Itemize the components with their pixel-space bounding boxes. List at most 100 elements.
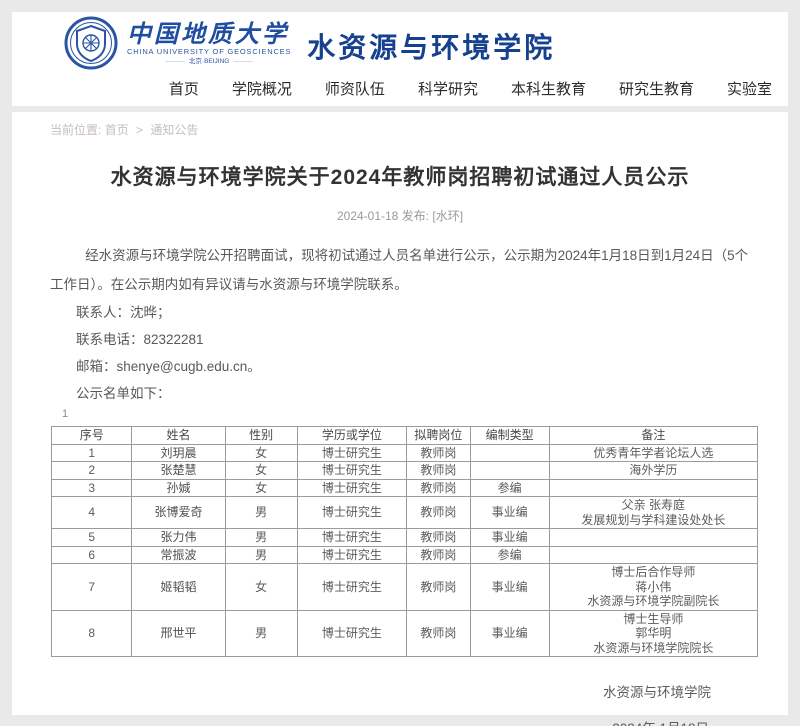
cell-name: 姬韬韬 [131,563,226,611]
candidate-table: 序号 姓名 性别 学历或学位 拟聘岗位 编制类型 备注 1 刘玥晨女博士研究生 教师岗 优秀青年学… [50,426,759,657]
cell-degree: 博士研究生 [296,545,408,564]
contact-phone: 联系电话：82322281 [76,332,204,347]
cell-name: 张力伟 [131,528,226,547]
table-row: 1 刘玥晨女博士研究生 教师岗 优秀青年学者论坛人选 [50,443,759,462]
nav-item-1[interactable]: 学院概况 [231,81,292,98]
list-intro: 公示名单如下： [76,386,171,401]
cell-no: 5 [50,528,133,547]
cell-name: 常振波 [131,545,226,564]
cell-type [469,443,550,462]
cell-degree: 博士研究生 [296,563,408,611]
cell-post: 教师岗 [406,528,471,547]
page: 中国地质大学 CHINA UNIVERSITY OF GEOSCIENCES 北… [0,12,800,726]
table-header-row: 序号 姓名 性别 学历或学位 拟聘岗位 编制类型 备注 [50,426,759,445]
cell-post: 教师岗 [406,461,471,480]
cell-post: 教师岗 [406,496,471,529]
table-row: 4 张博爱奇男博士研究生 教师岗 事业编 父亲 张寿庭 发展规划与学科建设处处长 [50,496,759,529]
breadcrumb-current-link[interactable]: 通知公告 [150,123,199,137]
article-title: 水资源与环境学院关于2024年教师岗招聘初试通过人员公示 [110,166,690,189]
cell-type: 参编 [469,545,550,564]
cell-post: 教师岗 [406,563,471,611]
cell-no: 8 [50,609,133,657]
logo-location: 北京·BEIJING [127,57,291,66]
table-row: 8 邢世平男博士研究生 教师岗 事业编 博士生导师 郭华明 水资源与环境学院院长 [50,609,759,657]
cell-gender: 女 [224,563,298,611]
breadcrumb-label: 当前位置: [50,123,102,137]
cell-no: 2 [50,461,133,480]
logo-cn-name: 中国地质大学 [127,18,289,48]
cell-post: 教师岗 [406,478,471,497]
cell-type: 事业编 [469,563,550,611]
breadcrumb-home-link[interactable]: 首页 [104,123,129,137]
cell-name: 张博爱奇 [131,496,226,529]
cell-note [548,528,759,547]
nav-item-4[interactable]: 本科生教育 [510,81,586,98]
cell-note [548,478,759,497]
table-row: 2 张楚慧女博士研究生 教师岗 海外学历 [50,461,759,480]
table-row: 3 孙娍女博士研究生 教师岗 参编 [50,478,759,497]
college-name: 水资源与环境学院 [307,32,556,63]
cell-type: 事业编 [469,609,550,657]
column-header-1: 姓名 [131,426,226,445]
cell-name: 刘玥晨 [131,443,226,462]
cell-type [469,461,550,480]
nav-item-5[interactable]: 研究生教育 [618,81,694,98]
cell-no: 6 [50,545,133,564]
main-nav: 首页 学院概况 师资队伍 科学研究 本科生教育 研究生教育 实验室 [169,78,772,99]
cell-no: 7 [50,563,133,611]
cell-gender: 男 [224,545,298,564]
cell-name: 张楚慧 [131,461,226,480]
column-header-0: 序号 [50,426,133,445]
contact-email: 邮箱：shenye@cugb.edu.cn。 [76,359,261,374]
cell-note: 海外学历 [548,461,759,480]
cell-degree: 博士研究生 [296,496,408,529]
cell-post: 教师岗 [406,609,471,657]
table-row: 7 姬韬韬女博士研究生 教师岗 事业编 博士后合作导师 蒋小伟 水资源与环境学院副院长 [50,563,759,611]
cell-gender: 女 [224,443,298,462]
column-header-3: 学历或学位 [296,426,408,445]
table-body: 1 刘玥晨女博士研究生 教师岗 优秀青年学者论坛人选 2 张楚慧女博士研究生 教师岗 海外学历… [50,443,759,657]
cell-name: 孙娍 [131,478,226,497]
cell-note: 父亲 张寿庭 发展规划与学科建设处处长 [548,496,759,529]
content-area: 当前位置: 首页 > 通知公告 水资源与环境学院关于2024年教师岗招聘初试通过… [12,112,788,726]
cell-degree: 博士研究生 [296,609,408,657]
university-emblem-icon [64,16,118,70]
cell-degree: 博士研究生 [296,528,408,547]
breadcrumb-separator: > [136,123,144,137]
cell-note: 博士后合作导师 蒋小伟 水资源与环境学院副院长 [548,563,759,611]
nav-item-2[interactable]: 师资队伍 [324,81,385,98]
cell-no: 1 [50,443,133,462]
logo-text-block: 中国地质大学 CHINA UNIVERSITY OF GEOSCIENCES 北… [127,18,292,66]
cell-degree: 博士研究生 [296,443,408,462]
cell-gender: 女 [224,478,298,497]
article-body: 经水资源与环境学院公开招聘面试，现将初试通过人员名单进行公示，公示期为2024年… [12,241,788,726]
nav-item-0[interactable]: 首页 [168,81,199,98]
nav-item-3[interactable]: 科学研究 [417,81,478,98]
announcement-paragraph: 经水资源与环境学院公开招聘面试，现将初试通过人员名单进行公示，公示期为2024年… [50,248,749,292]
cell-gender: 男 [224,496,298,529]
footer-signature: 水资源与环境学院 [603,685,711,700]
cell-no: 3 [50,478,133,497]
cell-post: 教师岗 [406,545,471,564]
logo-en-name: CHINA UNIVERSITY OF GEOSCIENCES [127,46,292,56]
nav-item-6[interactable]: 实验室 [726,81,772,98]
stray-mark: 1 [62,408,69,420]
cell-type: 事业编 [469,528,550,547]
cell-no: 4 [50,496,133,529]
cell-type: 事业编 [469,496,550,529]
article-meta: 2024-01-18 发布: [水环] [336,209,464,223]
university-logo[interactable]: 中国地质大学 CHINA UNIVERSITY OF GEOSCIENCES 北… [64,16,555,70]
cell-degree: 博士研究生 [296,461,408,480]
cell-note: 博士生导师 郭华明 水资源与环境学院院长 [548,609,759,657]
table-row: 6 常振波男博士研究生 教师岗 参编 [50,545,759,564]
cell-gender: 男 [224,528,298,547]
cell-note [548,545,759,564]
site-header: 中国地质大学 CHINA UNIVERSITY OF GEOSCIENCES 北… [12,12,788,106]
table-row: 5 张力伟男博士研究生 教师岗 事业编 [50,528,759,547]
column-header-5: 编制类型 [469,426,550,445]
column-header-6: 备注 [548,426,759,445]
cell-name: 邢世平 [131,609,226,657]
cell-gender: 男 [224,609,298,657]
column-header-2: 性别 [224,426,298,445]
column-header-4: 拟聘岗位 [406,426,471,445]
